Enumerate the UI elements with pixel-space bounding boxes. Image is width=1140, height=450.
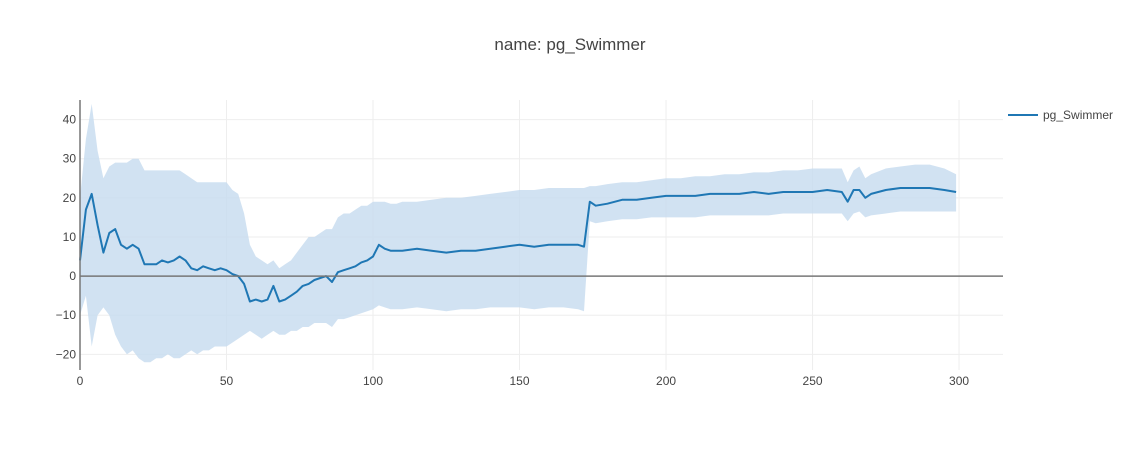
- x-tick-label: 300: [949, 374, 969, 388]
- y-tick-label: 0: [69, 269, 76, 283]
- x-tick-label: 100: [363, 374, 383, 388]
- y-tick-label: −20: [56, 347, 77, 361]
- axes: 0 50 100 150 200 250 300 −20 −10 0 10 20 30 40: [56, 100, 1003, 388]
- x-tick-label: 0: [77, 374, 84, 388]
- x-tick-label: 150: [510, 374, 530, 388]
- y-tick-label: 10: [63, 230, 77, 244]
- chart-title: name: pg_Swimmer: [494, 35, 646, 54]
- x-tick-label: 50: [220, 374, 234, 388]
- series-line-pg-swimmer[interactable]: [79, 187, 957, 303]
- y-tick-label: −10: [56, 308, 77, 322]
- x-tick-label: 200: [656, 374, 676, 388]
- y-tick-label: 20: [63, 191, 77, 205]
- plot-area: [79, 103, 957, 363]
- y-tick-label: 40: [63, 113, 77, 127]
- y-tick-label: 30: [63, 152, 77, 166]
- legend-label-pg-swimmer: pg_Swimmer: [1043, 108, 1113, 122]
- x-tick-label: 250: [803, 374, 823, 388]
- confidence-band: [80, 103, 957, 363]
- legend[interactable]: pg_Swimmer: [1008, 108, 1113, 122]
